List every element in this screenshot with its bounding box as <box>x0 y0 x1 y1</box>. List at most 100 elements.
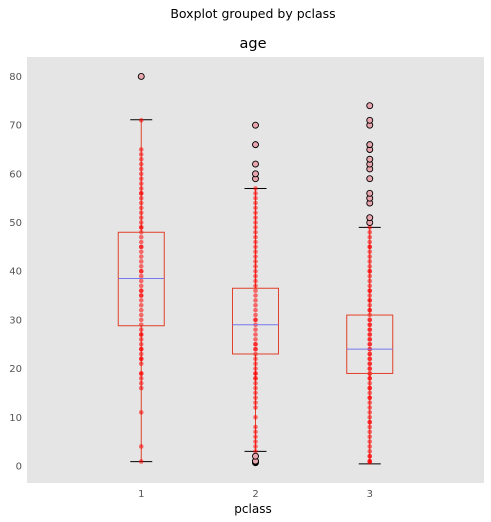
data-point <box>253 444 258 449</box>
data-point <box>138 307 144 313</box>
data-point <box>138 288 144 293</box>
data-point <box>367 278 373 284</box>
data-point <box>367 239 373 245</box>
data-point <box>253 225 258 230</box>
data-point <box>138 117 144 123</box>
data-point <box>367 366 373 371</box>
data-point <box>367 307 373 313</box>
outlier-marker <box>252 141 259 149</box>
data-point <box>253 424 258 430</box>
data-point <box>253 195 258 201</box>
data-point <box>138 283 144 289</box>
data-point <box>138 200 144 206</box>
data-point <box>253 341 258 347</box>
data-point <box>253 385 258 391</box>
data-point <box>253 254 258 259</box>
data-point <box>367 264 373 269</box>
data-point <box>138 152 144 157</box>
data-point <box>253 210 258 216</box>
data-point <box>138 156 144 162</box>
y-tick-label: 10 <box>9 413 22 424</box>
data-point <box>253 293 258 298</box>
data-point <box>138 361 144 367</box>
data-point <box>253 186 258 191</box>
data-point <box>138 341 144 347</box>
data-point <box>138 444 144 449</box>
data-point <box>253 337 258 342</box>
data-point <box>253 395 258 401</box>
data-point <box>367 351 373 357</box>
marks-layer: 0 10 20 30 40 50 60 70 80 1 2 3 <box>9 72 394 500</box>
data-point <box>367 458 373 464</box>
data-point <box>138 371 144 376</box>
data-point <box>367 244 373 250</box>
data-point <box>138 225 144 230</box>
data-point <box>253 317 258 323</box>
data-point <box>367 439 373 444</box>
data-point <box>138 293 144 298</box>
outlier-marker <box>366 116 374 124</box>
y-tick-label: 30 <box>9 315 22 326</box>
data-point <box>367 298 373 303</box>
y-tick-label: 40 <box>9 267 22 278</box>
chart-suptitle: Boxplot grouped by pclass <box>170 6 335 21</box>
data-point <box>253 380 258 386</box>
data-point <box>367 414 373 420</box>
data-point <box>367 341 373 347</box>
box-iqr <box>232 287 279 355</box>
outlier-marker <box>252 121 259 129</box>
data-point <box>253 376 258 381</box>
data-point <box>367 380 373 386</box>
data-point <box>138 264 144 269</box>
data-point <box>253 264 258 269</box>
x-tick-label: 1 <box>138 489 144 500</box>
data-point <box>253 346 258 352</box>
data-point <box>138 186 144 191</box>
data-point <box>367 254 373 259</box>
data-point <box>367 429 373 435</box>
data-point <box>138 234 144 240</box>
data-point <box>253 268 258 274</box>
box-iqr <box>346 314 394 374</box>
data-point <box>253 302 258 308</box>
data-point <box>367 449 373 454</box>
data-point <box>253 244 258 250</box>
data-point <box>138 220 144 225</box>
data-point <box>138 376 144 381</box>
outlier-marker <box>366 155 374 163</box>
data-point <box>367 317 373 323</box>
data-point <box>138 459 144 464</box>
data-point <box>138 205 144 211</box>
data-point <box>367 322 373 328</box>
data-point <box>367 283 373 289</box>
data-point <box>367 444 373 449</box>
data-point <box>367 268 373 274</box>
data-point <box>367 337 373 342</box>
data-point <box>367 332 373 337</box>
data-point <box>138 166 144 172</box>
data-point <box>253 220 258 225</box>
data-point <box>138 191 144 196</box>
data-point <box>367 410 373 415</box>
outlier-marker <box>252 160 259 168</box>
outlier-marker <box>366 214 374 222</box>
data-point <box>253 200 258 206</box>
data-point <box>138 278 144 284</box>
data-point <box>138 385 144 391</box>
y-tick-label: 80 <box>9 72 22 83</box>
data-point <box>367 424 373 430</box>
data-point <box>367 288 373 293</box>
data-point <box>367 302 373 308</box>
data-point <box>138 215 144 220</box>
data-point <box>138 239 144 245</box>
y-tick-label: 70 <box>9 121 22 132</box>
data-point <box>253 234 258 240</box>
chart-title: age <box>239 36 266 52</box>
data-point <box>138 317 144 323</box>
outlier-marker <box>137 73 145 80</box>
data-point <box>367 453 373 459</box>
data-point <box>138 210 144 216</box>
data-point <box>367 419 373 425</box>
data-point <box>253 356 258 362</box>
data-point <box>367 395 373 401</box>
